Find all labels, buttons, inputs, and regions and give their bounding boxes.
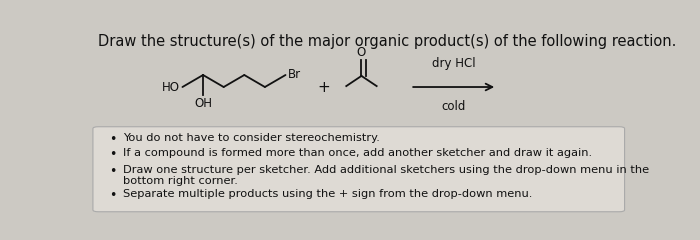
Text: Draw one structure per sketcher. Add additional sketchers using the drop-down me: Draw one structure per sketcher. Add add… <box>122 165 649 186</box>
Text: HO: HO <box>162 80 180 94</box>
Text: Separate multiple products using the + sign from the drop-down menu.: Separate multiple products using the + s… <box>122 189 532 199</box>
Text: •: • <box>109 189 117 202</box>
Text: OH: OH <box>194 97 212 110</box>
Text: •: • <box>109 133 117 146</box>
Text: O: O <box>357 46 366 59</box>
Text: +: + <box>317 79 330 95</box>
FancyBboxPatch shape <box>93 127 624 212</box>
Text: Draw the structure(s) of the major organic product(s) of the following reaction.: Draw the structure(s) of the major organ… <box>98 34 677 49</box>
Text: If a compound is formed more than once, add another sketcher and draw it again.: If a compound is formed more than once, … <box>122 148 592 158</box>
Text: •: • <box>109 148 117 161</box>
Text: You do not have to consider stereochemistry.: You do not have to consider stereochemis… <box>122 133 379 143</box>
Text: dry HCl: dry HCl <box>432 57 475 70</box>
Text: •: • <box>109 165 117 178</box>
Text: cold: cold <box>442 100 466 113</box>
Text: Br: Br <box>288 68 302 82</box>
